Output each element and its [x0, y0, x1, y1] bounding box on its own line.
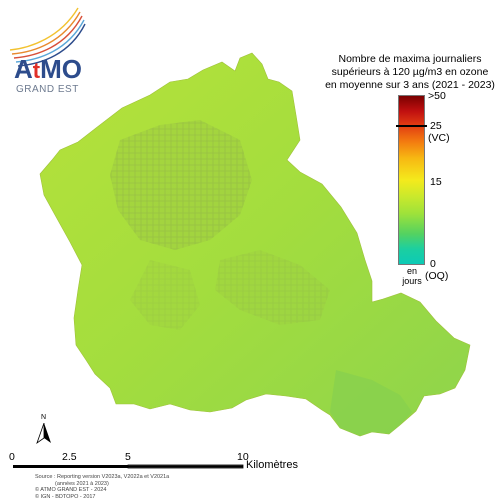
legend-title-line: en moyenne sur 3 ans (2021 - 2023): [325, 79, 495, 91]
source-line: © IGN - BDTOPO - 2017: [35, 493, 96, 500]
legend-title: Nombre de maxima journaliers supérieurs …: [320, 53, 500, 92]
legend-label-threshold: 25: [430, 120, 442, 132]
legend-label-min-tag: (OQ): [425, 270, 449, 282]
legend-label-max: >50: [428, 90, 446, 102]
north-arrow-icon: [36, 423, 51, 445]
legend-title-line: supérieurs à 120 µg/m3 en ozone: [331, 66, 489, 78]
logo-brand: AtMO: [14, 54, 83, 84]
urban-zone-south: [130, 260, 200, 330]
legend-unit-line: jours: [402, 276, 422, 286]
logo-region: GRAND EST: [16, 84, 79, 95]
north-arrow: N: [35, 414, 55, 445]
source-line: Source : Reporting version V2023a, V2022…: [35, 474, 170, 480]
legend-label-min: 0: [430, 258, 436, 270]
legend-color-ramp: [398, 95, 425, 265]
legend-unit-line: en: [406, 266, 417, 276]
scale-tick-10: 10: [237, 451, 249, 463]
legend-label-threshold-tag: (VC): [428, 132, 450, 144]
legend-threshold-mark: [396, 125, 427, 127]
legend-unit: en jours: [401, 266, 423, 286]
source-line: © ATMO GRAND EST - 2024: [35, 487, 107, 493]
commune-area-southeast: [330, 370, 412, 436]
source-line: (années 2021 à 2023): [55, 480, 109, 487]
source-note: Source : Reporting version V2023a, V2022…: [35, 474, 169, 500]
urban-zone-east: [215, 250, 330, 325]
scale-tick-0: 0: [9, 451, 15, 463]
urban-zone-centre: [110, 120, 252, 250]
scale-tick-5: 5: [125, 451, 131, 463]
scale-bar: [13, 464, 244, 469]
scale-unit: Kilomètres: [246, 459, 298, 471]
atmo-logo-swoosh: [9, 7, 86, 67]
north-label: N: [41, 414, 47, 421]
legend-title-line: Nombre de maxima journaliers: [338, 53, 482, 65]
legend-label-mid: 15: [430, 176, 442, 188]
atmo-logo: AtMO: [14, 54, 82, 85]
scale-tick-2-5: 2.5: [62, 451, 77, 463]
